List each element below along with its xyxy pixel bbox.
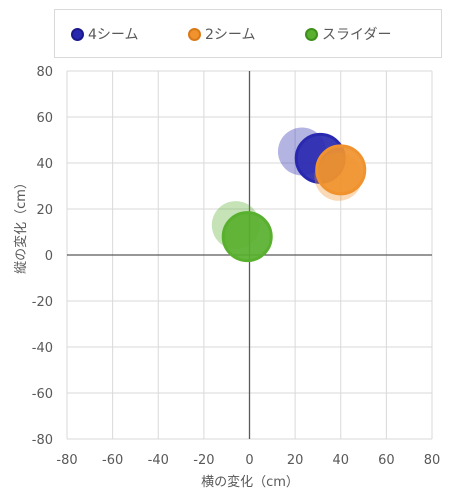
tick-labels: -80 -60 -40 -20 0 20 40 60 80 -80 -60 -40 -20 0 20 40 60… xyxy=(32,65,441,468)
x-tick-label: -20 xyxy=(193,453,214,468)
y-tick-label: -20 xyxy=(32,295,53,310)
y-axis-label: 縦の変化（cm） xyxy=(13,176,29,274)
legend-marker-4seam xyxy=(71,27,84,41)
data-point-series-1 xyxy=(315,144,367,196)
y-tick-label: 60 xyxy=(36,111,53,126)
x-tick-label: 40 xyxy=(332,453,349,468)
legend-item-2seam: 2シーム xyxy=(188,24,256,44)
y-tick-label: 40 xyxy=(36,157,53,172)
y-tick-label: -80 xyxy=(32,433,53,448)
x-tick-label: -60 xyxy=(102,453,123,468)
legend-marker-slider xyxy=(305,27,318,41)
y-tick-label: -60 xyxy=(32,387,53,402)
legend-marker-2seam xyxy=(188,27,201,41)
x-tick-label: -80 xyxy=(56,453,77,468)
x-tick-label: 20 xyxy=(287,453,304,468)
y-tick-label: 20 xyxy=(36,203,53,218)
x-axis-label: 横の変化（cm） xyxy=(201,474,299,490)
data-point-series-2 xyxy=(221,211,273,263)
legend: 4シーム 2シーム スライダー xyxy=(54,9,442,58)
legend-item-slider: スライダー xyxy=(305,24,391,44)
data-points xyxy=(211,127,367,263)
y-tick-label: -40 xyxy=(32,341,53,356)
x-tick-label: 80 xyxy=(424,453,441,468)
legend-label-slider: スライダー xyxy=(322,27,392,43)
x-tick-label: 60 xyxy=(378,453,395,468)
y-tick-label: 0 xyxy=(45,249,53,264)
x-tick-label: 0 xyxy=(245,453,253,468)
legend-label-2seam: 2シーム xyxy=(205,27,256,43)
x-tick-label: -40 xyxy=(148,453,169,468)
y-tick-label: 80 xyxy=(36,65,53,80)
legend-label-4seam: 4シーム xyxy=(88,27,139,43)
legend-item-4seam: 4シーム xyxy=(71,24,139,44)
